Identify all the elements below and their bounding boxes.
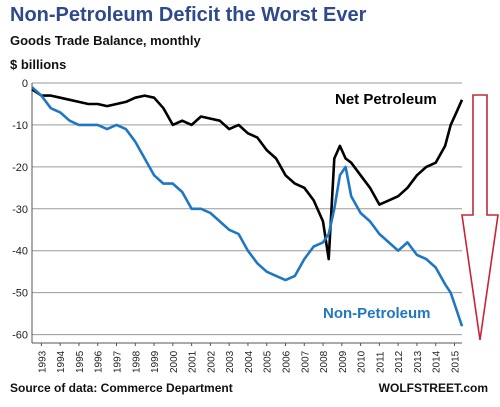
x-tick-label: 1996 [94,350,105,373]
x-tick-label: 2011 [375,351,386,373]
x-tick-label: 2014 [432,350,443,373]
x-tick-label: 2001 [188,350,199,373]
y-tick-label: -50 [12,288,28,300]
y-tick-label: -10 [12,120,28,132]
x-tick-label: 2015 [450,350,461,373]
non-petroleum-line [31,86,464,327]
y-tick-label: -40 [12,246,28,258]
x-tick-label: 2013 [413,350,424,373]
x-tick-label: 2007 [300,350,311,373]
x-tick-label: 2002 [206,350,217,373]
x-tick-label: 2000 [169,350,180,373]
x-tick-label: 2006 [281,350,292,373]
x-tick-label: 2008 [319,350,330,373]
net-petroleum-label: Net Petroleum [335,91,437,108]
x-tick-label: 2003 [225,350,236,373]
y-tick-label: -60 [12,330,28,342]
x-tick-label: 1998 [131,350,142,373]
x-tick-label: 1999 [150,350,161,373]
chart-title: Non-Petroleum Deficit the Worst Ever [10,4,367,26]
y-axis-unit-label: $ billions [10,57,67,72]
non-petroleum-label: Non-Petroleum [323,305,431,322]
x-tick-label: 1994 [56,350,67,373]
x-tick-label: 1995 [75,350,86,373]
net-petroleum-line [31,88,464,261]
y-tick-label: -30 [12,204,28,216]
source-note: Source of data: Commerce Department [10,381,233,395]
down-arrow-icon [461,94,499,341]
x-tick-label: 2009 [338,350,349,373]
chart-subtitle: Goods Trade Balance, monthly [10,33,201,48]
x-tick-label: 2010 [357,350,368,373]
credit-label: WOLFSTREET.com [378,381,488,395]
y-tick-label: -20 [12,162,28,174]
x-tick-label: 1997 [112,350,123,373]
x-tick-label: 2012 [394,350,405,373]
x-tick-label: 1993 [37,350,48,373]
y-tick-label: 0 [22,78,28,90]
x-tick-label: 2005 [263,350,274,373]
x-tick-label: 2004 [244,350,255,373]
